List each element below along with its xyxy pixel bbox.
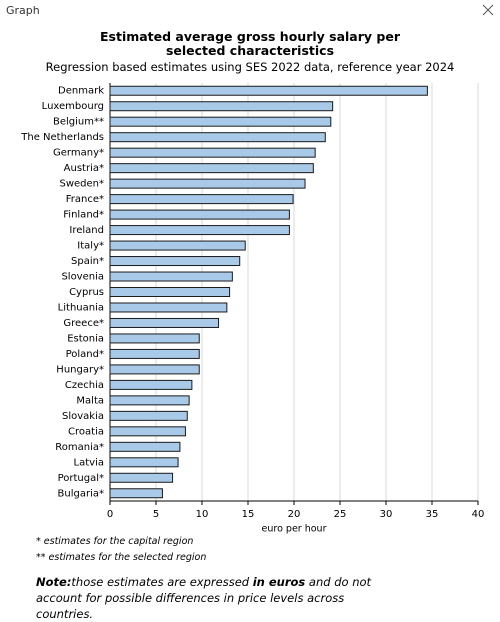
y-tick-label: Spain* [71,256,104,267]
bar [109,101,334,112]
x-tick-label: 5 [153,509,159,520]
bar [109,240,246,251]
y-tick-label: Czechia [65,380,104,391]
bar [109,271,233,282]
y-tick-label: Ireland [69,225,104,236]
bar [109,348,200,359]
y-tick-label: Poland* [66,349,104,360]
y-tick-label: Croatia [68,426,104,437]
chart-subtitle: Regression based estimates using SES 202… [45,60,455,74]
y-tick-label: Lithuania [58,302,104,313]
bar [109,85,428,96]
y-tick-label: Romania* [55,442,104,453]
bar [109,194,294,205]
y-tick-label: Estonia [67,333,104,344]
note-label: Note: [36,575,72,589]
bar [109,472,174,483]
bar [109,147,316,158]
x-tick-label: 35 [426,509,439,520]
bar [109,457,179,468]
y-tick-label: Denmark [58,86,104,97]
y-tick-label: Finland* [63,210,104,221]
y-tick-label: Greece* [63,318,104,329]
y-tick-label: The Netherlands [20,132,104,143]
bar [109,441,181,452]
bar [109,256,241,267]
y-tick-label: Slovakia [62,411,104,422]
bar [109,178,306,189]
y-tick-label: Austria* [64,163,104,174]
y-tick-label: Hungary* [56,364,104,375]
y-tick-label: Belgium** [53,117,104,128]
x-tick-label: 40 [472,509,485,520]
y-tick-label: Cyprus [69,287,104,298]
bar [109,302,228,313]
y-tick-label: Germany* [53,148,104,159]
x-axis-label: euro per hour [262,524,327,535]
bar [109,209,290,220]
bar [109,410,188,421]
y-tick-label: Sweden* [59,179,104,190]
x-tick-label: 0 [107,509,113,520]
footnote: ** estimates for the selected region [36,552,207,563]
x-tick-label: 10 [196,509,209,520]
bar [109,287,231,297]
page: Graph Estimated average gross hourly sal… [6,4,494,621]
y-tick-label: Latvia [74,457,104,468]
bar [109,488,163,499]
bar [109,132,326,143]
y-tick-label: Portugal* [58,473,104,484]
bar [109,225,290,236]
note-text: those estimates are expressed [71,575,253,589]
bar [109,364,200,375]
bar [109,116,332,127]
x-tick-label: 20 [288,509,301,520]
bar [109,333,200,344]
footnote: * estimates for the capital region [36,536,194,547]
y-tick-label: Bulgaria* [58,488,104,499]
x-tick-label: 25 [334,509,347,520]
y-tick-label: Luxembourg [42,101,104,112]
bar [109,163,314,174]
bar [109,379,193,390]
chart: 0 5 10 15 20 25 30 35 40 euro per hour Denmark Luxe… [20,83,485,535]
close-button[interactable] [482,4,494,16]
bar [109,395,190,406]
x-tick-label: 30 [380,509,393,520]
note-emphasis: in euros [252,575,306,589]
bar [109,426,186,437]
y-tick-label: Slovenia [61,272,104,283]
note: Note:those estimates are expressed in eu… [36,574,396,622]
y-tick-label: Malta [76,395,104,406]
bar [109,317,220,328]
window-title: Graph [6,4,40,17]
y-tick-label: Italy* [77,241,104,252]
y-tick-label: France* [66,194,104,205]
x-tick-label: 15 [242,509,255,520]
chart-title: Estimated average gross hourly salary pe… [99,29,400,58]
